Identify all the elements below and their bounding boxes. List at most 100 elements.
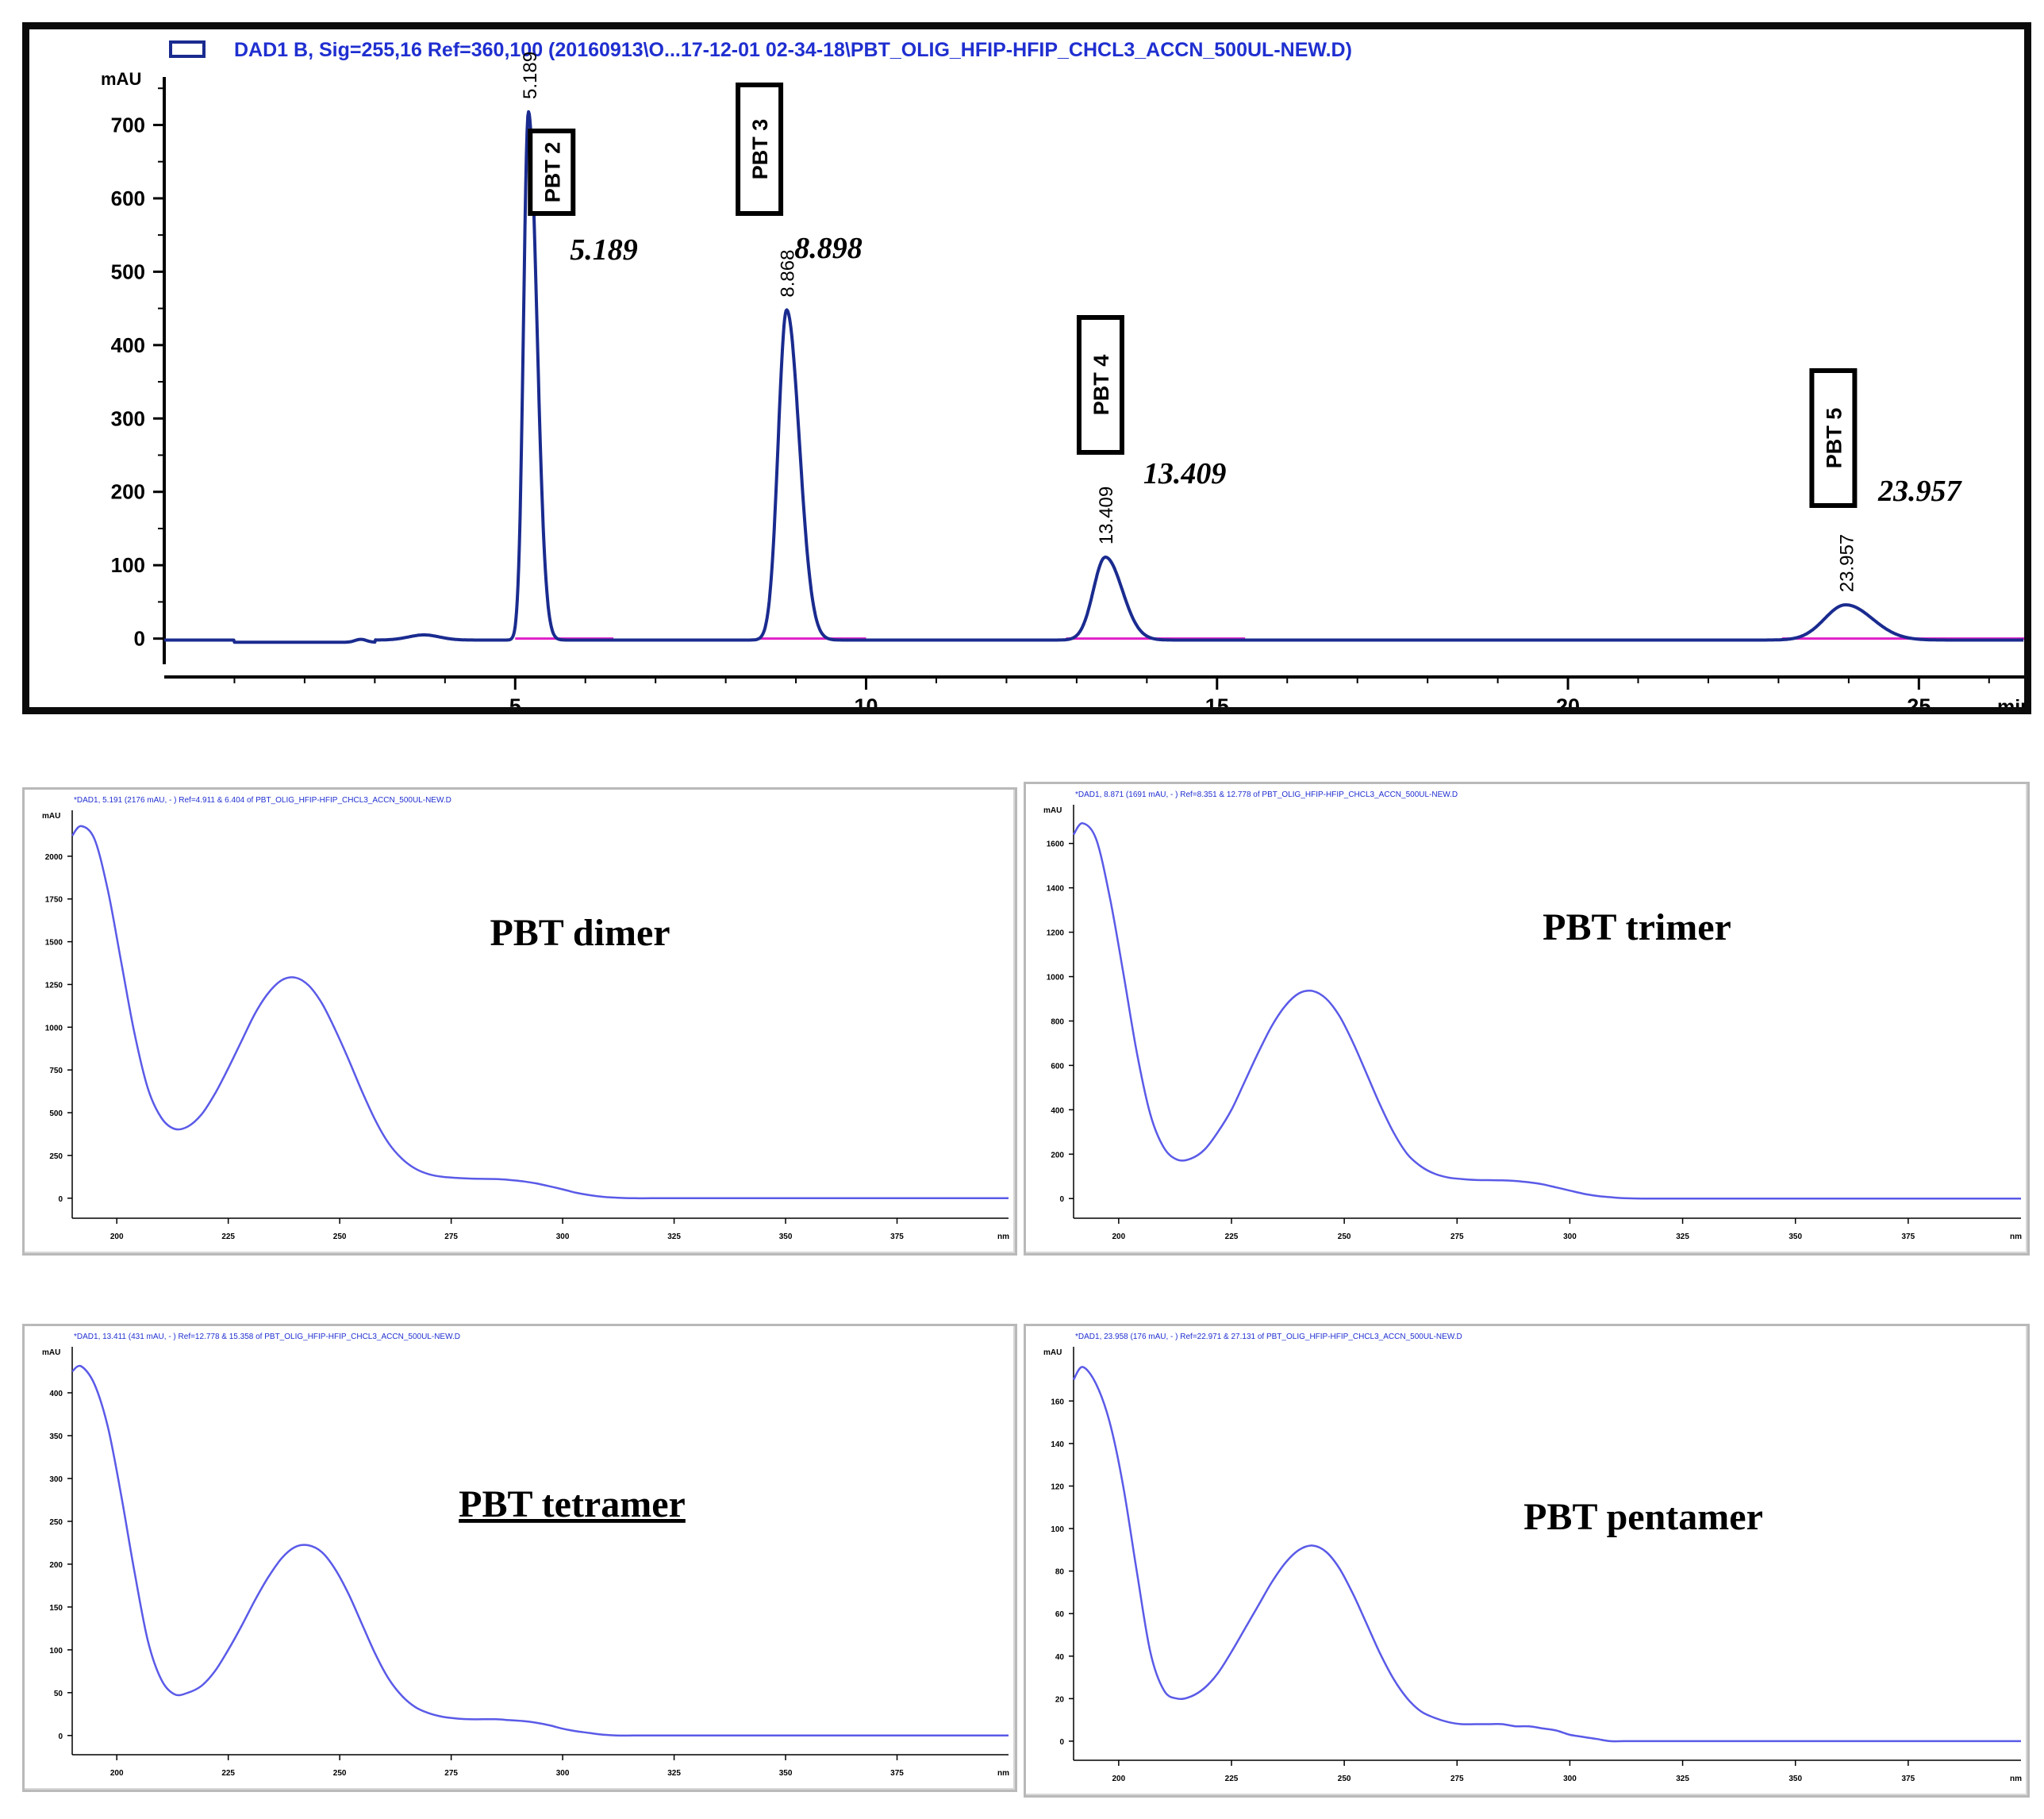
- x-tick-label: 15: [1205, 694, 1229, 707]
- peak-rt-annotation: 5.189: [570, 233, 638, 267]
- y-axis-label: mAU: [1043, 1348, 1062, 1357]
- y-tick-label: 1750: [45, 896, 63, 905]
- y-tick-label: 1600: [1047, 840, 1065, 849]
- x-axis-label: nm: [997, 1233, 1009, 1241]
- y-tick-label: 700: [111, 113, 145, 137]
- x-tick-label: 325: [1676, 1233, 1689, 1241]
- x-tick-label: 225: [1225, 1233, 1239, 1241]
- x-tick-label: 250: [333, 1233, 347, 1241]
- x-axis-label: nm: [997, 1769, 1009, 1778]
- x-tick-label: 200: [110, 1233, 124, 1241]
- spectrum-header: *DAD1, 5.191 (2176 mAU, - ) Ref=4.911 & …: [74, 796, 451, 805]
- peak-label: PBT 3: [748, 119, 772, 180]
- peak-label-box: [528, 129, 576, 216]
- x-tick-label: 20: [1556, 694, 1580, 707]
- x-tick-label: 300: [1563, 1233, 1577, 1241]
- x-tick-label: 350: [1788, 1233, 1802, 1241]
- peak-rt-annotation: 8.898: [794, 232, 863, 265]
- y-tick-label: 140: [1051, 1440, 1064, 1449]
- x-tick-label: 225: [221, 1769, 235, 1778]
- spectrum-chart-pentamer: *DAD1, 23.958 (176 mAU, - ) Ref=22.971 &…: [1043, 1333, 2022, 1783]
- chart-title: DAD1 B, Sig=255,16 Ref=360,100 (20160913…: [234, 39, 1352, 61]
- y-tick-label: 600: [1051, 1062, 1064, 1071]
- x-tick-label: 225: [1225, 1775, 1239, 1783]
- x-tick-label: 25: [1907, 694, 1931, 707]
- peak-label: PBT 2: [540, 142, 564, 203]
- y-tick-label: 400: [49, 1390, 63, 1398]
- y-tick-label: 160: [1051, 1398, 1064, 1406]
- y-tick-label: 250: [49, 1152, 63, 1161]
- y-tick-label: 0: [134, 627, 145, 651]
- x-tick-label: 200: [1112, 1775, 1126, 1783]
- spectrum-panel-dimer: *DAD1, 5.191 (2176 mAU, - ) Ref=4.911 & …: [22, 787, 1017, 1256]
- peak-rt-label: 8.868: [778, 250, 799, 298]
- x-tick-label: 350: [779, 1233, 793, 1241]
- y-tick-label: 600: [111, 187, 145, 210]
- x-tick-label: 300: [556, 1769, 570, 1778]
- chromatogram-chart: DAD1 B, Sig=255,16 Ref=360,100 (20160913…: [101, 39, 2024, 707]
- x-tick-label: 5: [509, 694, 521, 707]
- spectrum-header: *DAD1, 13.411 (431 mAU, - ) Ref=12.778 &…: [74, 1333, 460, 1341]
- y-tick-label: 50: [54, 1690, 63, 1698]
- peak-label: PBT 4: [1089, 355, 1113, 416]
- x-axis-label: nm: [2010, 1775, 2022, 1783]
- x-tick-label: 200: [1112, 1233, 1126, 1241]
- chromatogram-panel: DAD1 B, Sig=255,16 Ref=360,100 (20160913…: [22, 22, 2031, 714]
- spectrum-header: *DAD1, 23.958 (176 mAU, - ) Ref=22.971 &…: [1075, 1333, 1462, 1341]
- y-tick-label: 500: [111, 260, 145, 283]
- y-tick-label: 0: [1059, 1738, 1064, 1747]
- y-tick-label: 0: [58, 1195, 63, 1204]
- x-tick-label: 10: [855, 694, 878, 707]
- y-tick-label: 2000: [45, 853, 63, 862]
- spectrum-panel-tetramer: *DAD1, 13.411 (431 mAU, - ) Ref=12.778 &…: [22, 1324, 1017, 1792]
- x-tick-label: 250: [1338, 1775, 1351, 1783]
- y-tick-label: 20: [1055, 1695, 1065, 1704]
- y-tick-label: 250: [49, 1518, 63, 1527]
- x-tick-label: 200: [110, 1769, 124, 1778]
- y-tick-label: 40: [1055, 1653, 1065, 1662]
- x-tick-label: 375: [890, 1233, 904, 1241]
- spectrum-chart-tetramer: *DAD1, 13.411 (431 mAU, - ) Ref=12.778 &…: [42, 1333, 1009, 1778]
- x-tick-label: 300: [1563, 1775, 1577, 1783]
- y-tick-label: 200: [49, 1561, 63, 1570]
- peak-rt-label: 23.957: [1836, 534, 1858, 592]
- peak-rt-label: 13.409: [1096, 486, 1117, 544]
- y-tick-label: 0: [58, 1732, 63, 1741]
- y-tick-label: 150: [49, 1604, 63, 1613]
- spectrum-chart-dimer: *DAD1, 5.191 (2176 mAU, - ) Ref=4.911 & …: [42, 796, 1009, 1241]
- y-tick-label: 1000: [1047, 974, 1065, 983]
- spectrum-curve: [1072, 1366, 2021, 1743]
- y-tick-label: 350: [49, 1433, 63, 1441]
- x-tick-label: 225: [221, 1233, 235, 1241]
- spectrum-label: PBT trimer: [1543, 906, 1731, 948]
- y-tick-label: 300: [111, 406, 145, 430]
- y-tick-label: 750: [49, 1067, 63, 1075]
- x-tick-label: 275: [1450, 1775, 1464, 1783]
- y-tick-label: 80: [1055, 1568, 1065, 1577]
- y-tick-label: 1500: [45, 939, 63, 948]
- x-tick-label: 275: [1450, 1233, 1464, 1241]
- x-tick-label: 375: [1902, 1233, 1915, 1241]
- y-tick-label: 300: [49, 1475, 63, 1484]
- peak-rt-annotation: 13.409: [1143, 457, 1227, 490]
- spectrum-label: PBT pentamer: [1523, 1496, 1763, 1538]
- legend-swatch: [169, 40, 206, 58]
- y-tick-label: 1000: [45, 1024, 63, 1033]
- spectrum-panel-pentamer: *DAD1, 23.958 (176 mAU, - ) Ref=22.971 &…: [1024, 1324, 2030, 1798]
- y-tick-label: 100: [1051, 1525, 1064, 1534]
- spectrum-label: PBT dimer: [490, 912, 670, 954]
- y-tick-label: 120: [1051, 1483, 1064, 1491]
- spectrum-chart-trimer: *DAD1, 8.871 (1691 mAU, - ) Ref=8.351 & …: [1043, 790, 2022, 1241]
- x-tick-label: 350: [779, 1769, 793, 1778]
- spectrum-header: *DAD1, 8.871 (1691 mAU, - ) Ref=8.351 & …: [1075, 790, 1458, 799]
- x-tick-label: 375: [1902, 1775, 1915, 1783]
- y-tick-label: 1200: [1047, 929, 1065, 938]
- peak-label-box: [736, 83, 784, 216]
- x-axis-label: min: [1997, 696, 2024, 707]
- x-tick-label: 375: [890, 1769, 904, 1778]
- spectrum-curve: [1072, 822, 2021, 1200]
- spectrum-panel-trimer: *DAD1, 8.871 (1691 mAU, - ) Ref=8.351 & …: [1024, 782, 2030, 1256]
- peak-rt-label: 5.189: [520, 52, 541, 99]
- spectrum-curve: [71, 825, 1009, 1200]
- y-tick-label: 200: [111, 480, 145, 504]
